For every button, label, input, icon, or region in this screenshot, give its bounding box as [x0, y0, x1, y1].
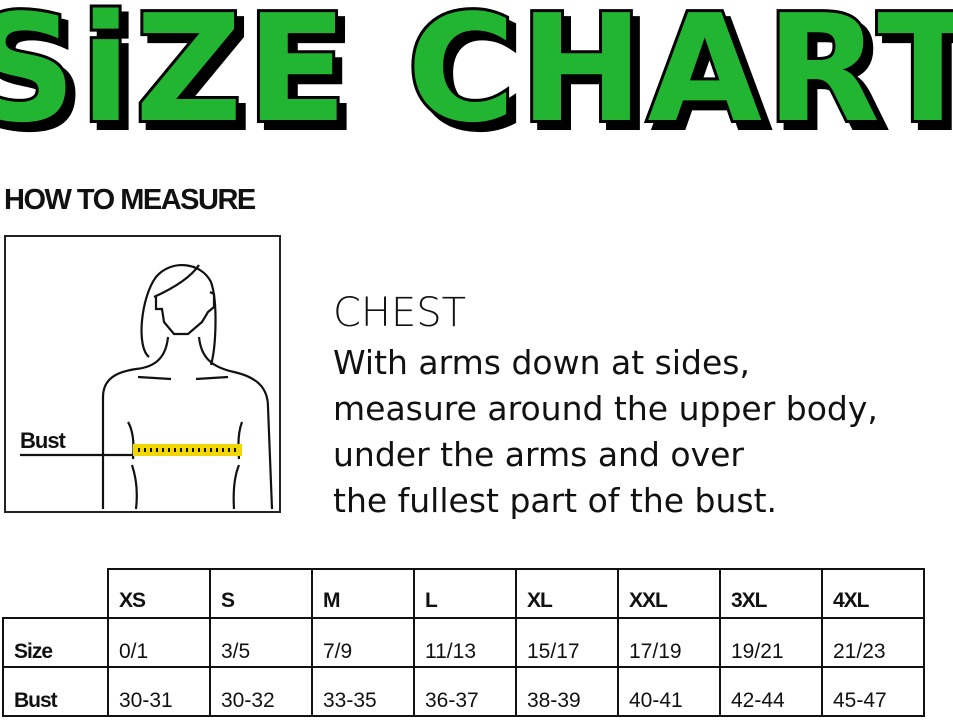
header-cell: XS	[107, 568, 211, 619]
table-cell: 0/1	[107, 617, 211, 668]
table-cell: 19/21	[719, 617, 823, 668]
title-text: SiZE CHART	[0, 0, 953, 155]
header-cell: S	[209, 568, 313, 619]
table-cell: 21/23	[821, 617, 925, 668]
header-row: XS S M L XL XXL 3XL 4XL	[3, 568, 925, 619]
table-cell: 45-47	[821, 666, 925, 717]
table-cell: 30-31	[107, 666, 211, 717]
table-cell: 3/5	[209, 617, 313, 668]
instruction-line: measure around the upper body,	[333, 389, 878, 428]
table-cell: 36-37	[413, 666, 517, 717]
header-cell: XXL	[617, 568, 721, 619]
table-row: Bust 30-31 30-32 33-35 36-37 38-39 40-41…	[2, 666, 925, 717]
header-cell: 3XL	[719, 568, 823, 619]
bust-label: Bust	[20, 428, 66, 453]
header-cell: 4XL	[821, 568, 925, 619]
corner-cell	[3, 569, 109, 619]
table-cell: 30-32	[209, 666, 313, 717]
table-cell: 11/13	[413, 617, 517, 668]
table-cell: 38-39	[515, 666, 619, 717]
size-chart-title: SiZE CHART	[0, 0, 953, 158]
table-cell: 7/9	[311, 617, 415, 668]
instruction-line: the fullest part of the bust.	[333, 481, 778, 520]
header-cell: XL	[515, 568, 619, 619]
instruction-line: With arms down at sides,	[333, 343, 750, 382]
instruction-line: under the arms and over	[333, 435, 744, 474]
chest-heading: CHEST	[333, 290, 467, 336]
row-label: Size	[2, 617, 109, 668]
table-cell: 15/17	[515, 617, 619, 668]
size-table: XS S M L XL XXL 3XL 4XL Size 0/1 3/5 7/9…	[2, 568, 925, 717]
table-cell: 33-35	[311, 666, 415, 717]
header-cell: M	[311, 568, 415, 619]
header-cell: L	[413, 568, 517, 619]
table-cell: 40-41	[617, 666, 721, 717]
how-to-measure-heading: HOW TO MEASURE	[4, 184, 256, 216]
measure-illustration: Bust	[4, 235, 281, 513]
table-cell: 17/19	[617, 617, 721, 668]
table-row: Size 0/1 3/5 7/9 11/13 15/17 17/19 19/21…	[2, 617, 925, 668]
table-cell: 42-44	[719, 666, 823, 717]
chest-instructions: With arms down at sides, measure around …	[333, 340, 878, 524]
row-label: Bust	[2, 666, 109, 717]
